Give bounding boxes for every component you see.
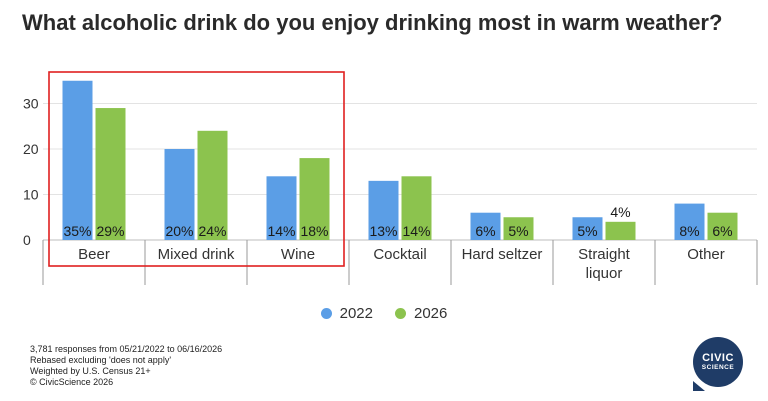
data-label: 13%	[369, 223, 397, 239]
data-label: 20%	[165, 223, 193, 239]
data-label: 24%	[198, 223, 226, 239]
bar-2026	[401, 176, 432, 240]
bar-chart: 0 10 20 30 35% 29% Beer 20% 24% Mixed drink 14% 18%…	[23, 71, 758, 285]
legend: 2022 2026	[0, 305, 768, 322]
x-tick-label: Hard seltzer	[462, 246, 543, 263]
bar-2026	[95, 108, 126, 240]
legend-item-2022: 2022	[320, 305, 373, 322]
bar-2022	[164, 149, 195, 240]
footnote-responses: 3,781 responses from 05/21/2022 to 06/16…	[30, 344, 223, 354]
legend-swatch-2026	[395, 308, 406, 319]
logo-tail	[693, 381, 705, 391]
bar-2026	[605, 221, 636, 240]
data-label: 35%	[63, 223, 91, 239]
footnote-weighted: Weighted by U.S. Census 21+	[30, 366, 151, 376]
data-label: 6%	[712, 223, 732, 239]
x-tick-label: Wine	[281, 246, 315, 263]
bar-2022	[470, 212, 501, 240]
y-tick-label: 30	[23, 96, 39, 112]
highlight-box	[48, 71, 345, 267]
legend-label-2026: 2026	[414, 305, 448, 322]
data-label: 5%	[577, 223, 597, 239]
bar-2022	[572, 217, 603, 240]
data-label: 18%	[300, 223, 328, 239]
bar-2022	[674, 203, 705, 240]
legend-item-2026: 2026	[395, 305, 447, 322]
logo-line-1: CIVIC	[702, 352, 734, 364]
y-tick-label: 0	[23, 232, 31, 248]
data-label: 8%	[679, 223, 699, 239]
x-tick-label: Beer	[78, 246, 110, 263]
legend-label-2022: 2022	[339, 305, 373, 322]
bar-2022	[266, 176, 297, 240]
x-tick-label: Straight	[578, 246, 631, 263]
chart-title: What alcoholic drink do you enjoy drinki…	[22, 10, 723, 35]
bar-2026	[197, 130, 228, 240]
logo-line-2: SCIENCE	[701, 364, 735, 371]
y-tick-label: 10	[23, 187, 39, 203]
data-label: 14%	[267, 223, 295, 239]
data-label: 5%	[508, 223, 528, 239]
x-tick-label: Other	[687, 246, 725, 263]
x-tick-label: Cocktail	[373, 246, 426, 263]
data-label: 14%	[402, 223, 430, 239]
footnote-rebased: Rebased excluding 'does not apply'	[30, 355, 172, 365]
data-label: 6%	[475, 223, 495, 239]
data-label: 4%	[610, 204, 630, 220]
bar-2022	[368, 180, 399, 240]
legend-swatch-2022	[320, 308, 332, 319]
data-label: 29%	[96, 223, 124, 239]
bar-2026	[299, 158, 330, 240]
civicscience-logo: CIVIC SCIENCE	[693, 337, 743, 391]
y-tick-label: 20	[23, 141, 39, 157]
footnotes: 3,781 responses from 05/21/2022 to 06/16…	[30, 344, 222, 388]
bar-2026	[707, 212, 738, 240]
bar-2022	[62, 80, 93, 240]
x-tick-label: liquor	[586, 265, 623, 282]
bar-2026	[503, 217, 534, 240]
footnote-copyright: © CivicScience 2026	[30, 377, 114, 387]
x-tick-label: Mixed drink	[158, 246, 235, 263]
